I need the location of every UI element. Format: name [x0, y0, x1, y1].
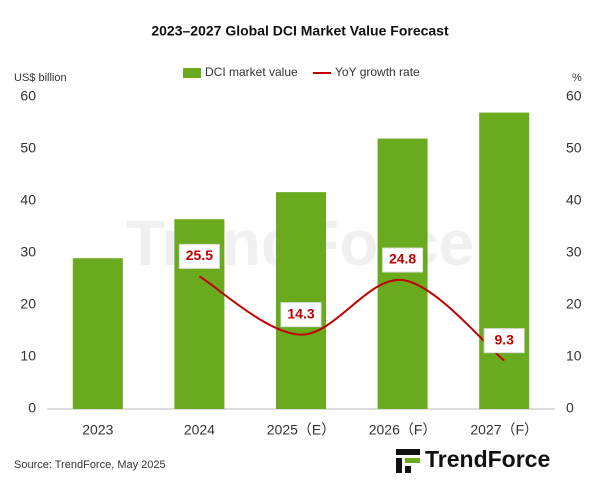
y2-tick-label: 0 [566, 400, 574, 416]
data-label: 14.3 [287, 305, 314, 321]
line [198, 275, 505, 362]
y-tick-label: 50 [20, 140, 36, 156]
y-tick-label: 30 [20, 244, 36, 260]
y-tick-label: 10 [20, 348, 36, 364]
x-tick-label: 2025（E） [267, 422, 335, 438]
y-tick-label: 0 [28, 400, 36, 416]
x-tick-label: 2023 [82, 422, 113, 438]
y-tick-label: 20 [20, 296, 36, 312]
legend-swatch [183, 68, 201, 78]
y2-tick-label: 60 [566, 88, 582, 104]
chart-title: 2023–2027 Global DCI Market Value Foreca… [151, 23, 449, 39]
legend-label: DCI market value [205, 65, 298, 79]
data-label: 24.8 [389, 251, 416, 267]
x-tick-label: 2024 [184, 422, 215, 438]
x-tick-label: 2027（F） [470, 422, 538, 438]
data-label-box [382, 247, 424, 273]
x-tick-label: 2026（F） [369, 422, 437, 438]
data-label: 9.3 [494, 331, 514, 347]
y2-tick-label: 10 [566, 348, 582, 364]
y2-tick-label: 50 [566, 140, 582, 156]
data-label-box [280, 302, 322, 328]
bar [479, 112, 530, 409]
y-axis-label: US$ billion [14, 72, 67, 84]
logo-icon [396, 449, 420, 473]
legend-label: YoY growth rate [335, 65, 420, 79]
y2-tick-label: 40 [566, 192, 582, 208]
data-label: 25.5 [186, 247, 213, 263]
bar [72, 258, 123, 409]
y2-tick-label: 20 [566, 296, 582, 312]
logo-text: TrendForce [425, 446, 550, 472]
y2-tick-label: 30 [566, 244, 582, 260]
y-tick-label: 40 [20, 192, 36, 208]
y2-axis-label: % [572, 72, 582, 84]
bar [377, 138, 428, 409]
data-label-box [483, 328, 525, 354]
y-tick-label: 60 [20, 88, 36, 104]
source: Source: TrendForce, May 2025 [14, 459, 166, 471]
bar [276, 192, 326, 409]
data-label-box [178, 243, 220, 269]
